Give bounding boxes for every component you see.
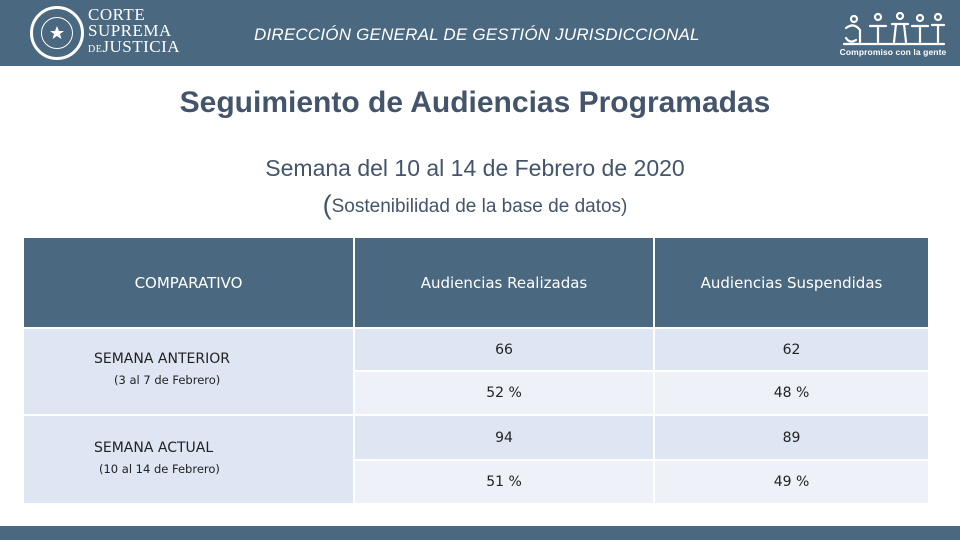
header-comparativo: COMPARATIVO: [24, 238, 353, 327]
row-sublabel: (10 al 14 de Febrero): [99, 462, 220, 476]
row-semana-actual: SEMANA ACTUAL (10 al 14 de Febrero): [24, 416, 353, 503]
row-sublabel: (3 al 7 de Febrero): [114, 373, 221, 387]
cell-pct-suspendidas: 48 %: [655, 372, 928, 414]
header-title: DIRECCIÓN GENERAL DE GESTIÓN JURISDICCIO…: [254, 25, 700, 44]
footer-bar: [0, 526, 960, 540]
logo-line-2: SUPREMA: [88, 21, 172, 40]
national-seal-icon: [30, 6, 84, 60]
cell-pct-realizadas: 52 %: [355, 372, 653, 414]
page-title: Seguimiento de Audiencias Programadas: [179, 86, 771, 119]
comparison-table: COMPARATIVO Audiencias Realizadas Audien…: [24, 238, 928, 503]
corte-suprema-logo: CORTE SUPREMA DEJUSTICIA: [30, 6, 230, 62]
logo-line-1: CORTE: [88, 5, 146, 24]
cell-count-realizadas: 66: [355, 329, 653, 370]
slogan: Compromiso con la gente: [839, 47, 947, 57]
row-label: SEMANA ACTUAL: [94, 440, 214, 456]
row-semana-anterior: SEMANA ANTERIOR (3 al 7 de Febrero): [24, 329, 353, 414]
header-suspendidas: Audiencias Suspendidas: [655, 238, 928, 327]
header-bar: CORTE SUPREMA DEJUSTICIA DIRECCIÓN GENER…: [0, 0, 960, 66]
cell-pct-suspendidas: 49 %: [655, 461, 928, 503]
logo-line-3-prefix: DE: [88, 44, 103, 55]
data-note-text: Sostenibilidad de la base de datos): [331, 196, 628, 217]
people-group-icon: [842, 12, 946, 46]
cell-count-suspendidas: 62: [655, 329, 928, 370]
data-note: (Sostenibilidad de la base de datos): [0, 190, 950, 221]
cell-pct-realizadas: 51 %: [355, 461, 653, 503]
cell-count-realizadas: 94: [355, 416, 653, 459]
data-note-paren: (: [322, 190, 332, 220]
cell-count-suspendidas: 89: [655, 416, 928, 459]
week-subtitle: Semana del 10 al 14 de Febrero de 2020: [265, 155, 685, 181]
logo-line-3: JUSTICIA: [102, 37, 181, 56]
header-realizadas: Audiencias Realizadas: [355, 238, 653, 327]
row-label: SEMANA ANTERIOR: [94, 351, 230, 367]
compromiso-logo: Compromiso con la gente: [838, 12, 946, 60]
